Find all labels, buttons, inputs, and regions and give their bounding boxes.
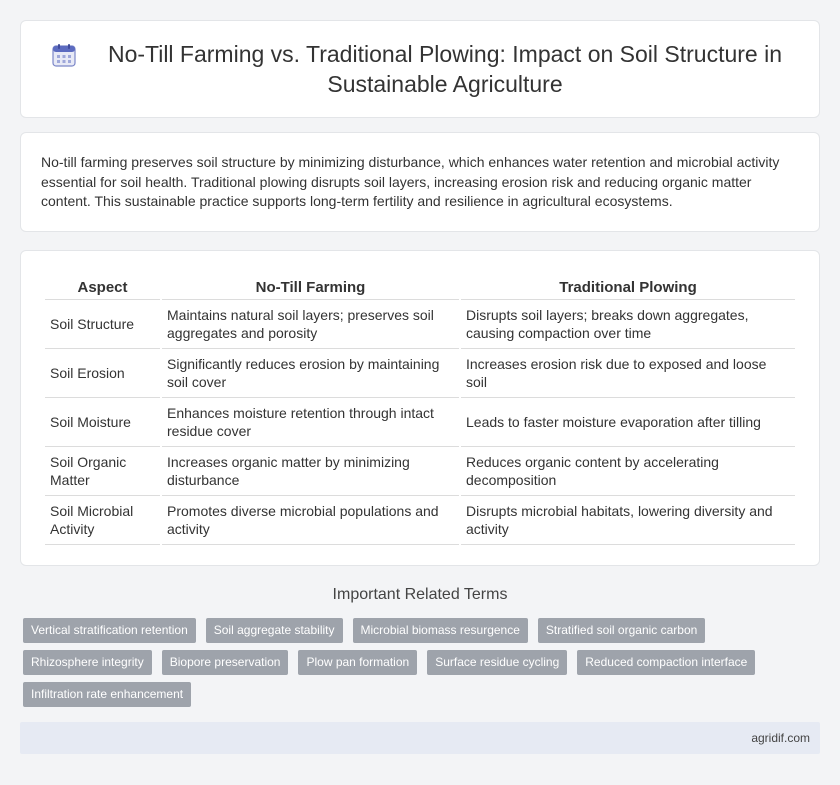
cell-no-till: Promotes diverse microbial populations a… [162, 496, 459, 545]
table-row: Soil Microbial Activity Promotes diverse… [45, 496, 795, 545]
comparison-table-card: Aspect No-Till Farming Traditional Plowi… [20, 250, 820, 566]
cell-traditional: Reduces organic content by accelerating … [461, 447, 795, 496]
cell-aspect: Soil Moisture [45, 398, 160, 447]
cell-traditional: Disrupts soil layers; breaks down aggreg… [461, 300, 795, 349]
footer-site-link[interactable]: agridif.com [751, 731, 810, 745]
related-term-tag[interactable]: Microbial biomass resurgence [352, 618, 528, 643]
footer: agridif.com [20, 722, 820, 754]
table-row: Soil Erosion Significantly reduces erosi… [45, 349, 795, 398]
header-traditional: Traditional Plowing [461, 271, 795, 300]
header-aspect: Aspect [45, 271, 160, 300]
comparison-table: Aspect No-Till Farming Traditional Plowi… [43, 271, 797, 545]
related-terms-title: Important Related Terms [332, 586, 508, 603]
related-term-tag[interactable]: Stratified soil organic carbon [537, 618, 706, 643]
table-row: Soil Moisture Enhances moisture retentio… [45, 398, 795, 447]
cell-traditional: Increases erosion risk due to exposed an… [461, 349, 795, 398]
cell-aspect: Soil Microbial Activity [45, 496, 160, 545]
cell-aspect: Soil Structure [45, 300, 160, 349]
page-title: No-Till Farming vs. Traditional Plowing:… [107, 41, 783, 97]
header-card: No-Till Farming vs. Traditional Plowing:… [20, 20, 820, 118]
cell-no-till: Increases organic matter by minimizing d… [162, 447, 459, 496]
related-term-tag[interactable]: Plow pan formation [298, 650, 418, 675]
table-row: Soil Structure Maintains natural soil la… [45, 300, 795, 349]
related-term-tag[interactable]: Reduced compaction interface [577, 650, 756, 675]
intro-card: No-till farming preserves soil structure… [20, 132, 820, 232]
intro-text: No-till farming preserves soil structure… [41, 154, 780, 209]
cell-no-till: Enhances moisture retention through inta… [162, 398, 459, 447]
header-no-till: No-Till Farming [162, 271, 459, 300]
cell-aspect: Soil Organic Matter [45, 447, 160, 496]
table-row: Soil Organic Matter Increases organic ma… [45, 447, 795, 496]
cell-traditional: Disrupts microbial habitats, lowering di… [461, 496, 795, 545]
related-term-tag[interactable]: Soil aggregate stability [205, 618, 343, 643]
cell-no-till: Significantly reduces erosion by maintai… [162, 349, 459, 398]
related-term-tag[interactable]: Surface residue cycling [427, 650, 568, 675]
table-header-row: Aspect No-Till Farming Traditional Plowi… [45, 271, 795, 300]
cell-no-till: Maintains natural soil layers; preserves… [162, 300, 459, 349]
related-term-tag[interactable]: Rhizosphere integrity [23, 650, 152, 675]
related-term-tag[interactable]: Biopore preservation [161, 650, 289, 675]
calendar-icon [52, 44, 76, 67]
related-terms-list: Vertical stratification retention Soil a… [20, 618, 820, 714]
related-term-tag[interactable]: Infiltration rate enhancement [23, 682, 192, 707]
cell-aspect: Soil Erosion [45, 349, 160, 398]
related-term-tag[interactable]: Vertical stratification retention [23, 618, 196, 643]
cell-traditional: Leads to faster moisture evaporation aft… [461, 398, 795, 447]
